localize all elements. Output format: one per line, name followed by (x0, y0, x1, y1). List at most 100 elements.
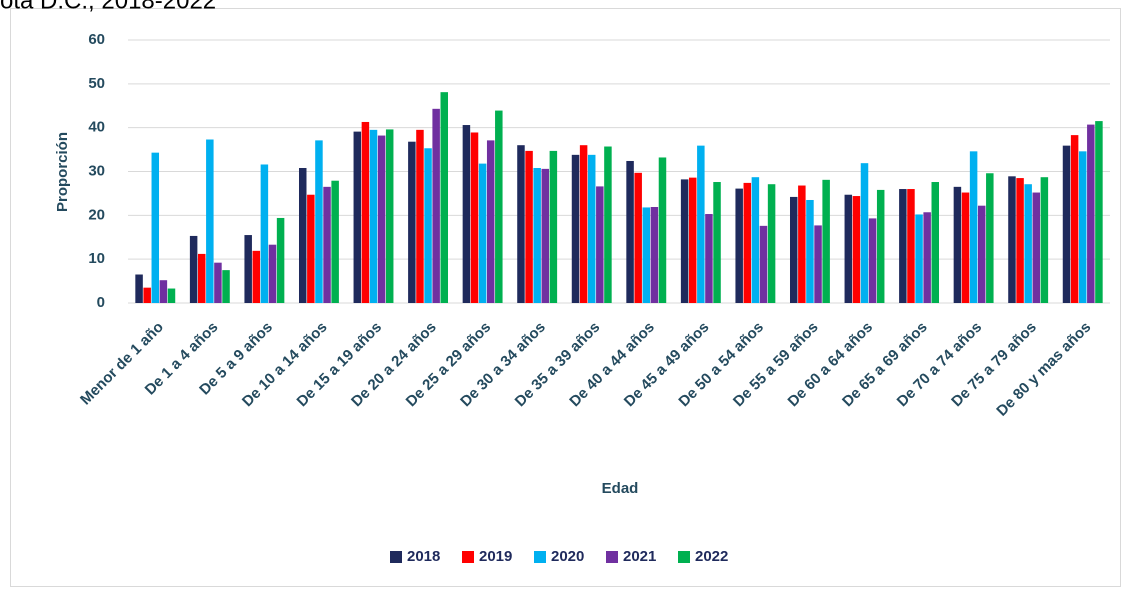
bar (860, 163, 869, 303)
bar (899, 189, 907, 303)
bar (1032, 192, 1041, 303)
bar (307, 194, 315, 303)
bar (486, 140, 495, 303)
bar (844, 194, 853, 303)
legend-swatch (606, 551, 618, 563)
bar (977, 205, 986, 303)
bar (323, 186, 331, 303)
y-tick-label: 60 (88, 31, 105, 48)
bar (1078, 151, 1087, 303)
y-tick-label: 0 (97, 294, 105, 311)
bar (759, 225, 768, 303)
bar (626, 160, 634, 303)
y-tick-label: 20 (88, 206, 105, 223)
bar (587, 154, 596, 303)
bar (596, 186, 604, 303)
bar (432, 108, 440, 304)
bar (416, 129, 424, 303)
bar (385, 129, 394, 303)
bar (143, 287, 151, 303)
bar (642, 207, 651, 303)
bar (814, 225, 822, 303)
bar (268, 244, 277, 303)
y-tick-label: 40 (88, 119, 105, 136)
bar (735, 188, 743, 303)
bar (1095, 121, 1103, 303)
bar (424, 148, 432, 303)
legend-label: 2019 (479, 548, 512, 565)
bar (579, 145, 588, 303)
x-axis-label: Edad (602, 480, 639, 497)
bar (634, 172, 642, 303)
bar (315, 140, 323, 303)
bar (298, 167, 307, 303)
y-tick-label: 50 (88, 75, 105, 92)
bar (680, 179, 689, 303)
bar (541, 168, 550, 303)
bar (1016, 178, 1024, 303)
bar (743, 182, 752, 303)
bar (525, 150, 533, 303)
bar (1008, 176, 1016, 303)
bar (533, 167, 541, 303)
bar (650, 207, 659, 303)
legend-swatch (678, 551, 690, 563)
bar (953, 186, 962, 303)
legend-label: 2018 (407, 548, 440, 565)
bar (462, 125, 471, 303)
y-axis-label: Proporción (54, 132, 71, 212)
bar (822, 179, 830, 303)
bar (806, 199, 814, 303)
chart-title: ota D.C., 2018-2022 (0, 0, 216, 14)
y-tick-label: 10 (88, 250, 105, 267)
bar (986, 173, 994, 303)
bar (470, 132, 479, 303)
bar (440, 92, 449, 303)
bar (478, 163, 487, 303)
bar (408, 141, 416, 303)
bar (159, 280, 168, 303)
bar (167, 288, 176, 303)
bar (713, 182, 721, 303)
bar (697, 145, 705, 303)
bar (214, 262, 222, 303)
legend-label: 2021 (623, 548, 656, 565)
legend-label: 2022 (695, 548, 728, 565)
bar (197, 253, 206, 303)
bar (252, 250, 261, 303)
legend-swatch (462, 551, 474, 563)
bar (1024, 184, 1032, 303)
bar (222, 270, 230, 303)
bar (549, 150, 558, 303)
legend-swatch (390, 551, 402, 563)
bar (1062, 145, 1071, 303)
bar (1070, 135, 1079, 303)
bar (907, 189, 915, 303)
bar (135, 274, 143, 303)
bar (658, 157, 667, 303)
bar (260, 164, 269, 303)
bar (705, 214, 713, 303)
bar (868, 218, 877, 303)
bar (604, 146, 612, 303)
bar (495, 110, 503, 304)
bar (1087, 124, 1095, 304)
bar (206, 139, 214, 303)
bar (571, 154, 580, 303)
bar (377, 135, 386, 303)
bar (931, 182, 940, 303)
bar (961, 192, 970, 303)
bar (969, 151, 978, 303)
bar (923, 212, 931, 303)
bar (276, 217, 285, 303)
bar (1040, 177, 1049, 303)
bar (688, 177, 697, 303)
legend-label: 2020 (551, 548, 584, 565)
bar (798, 185, 806, 303)
bar (353, 131, 362, 303)
bar (789, 196, 798, 303)
bar (189, 235, 198, 303)
bar (852, 196, 861, 303)
bar (767, 184, 776, 303)
